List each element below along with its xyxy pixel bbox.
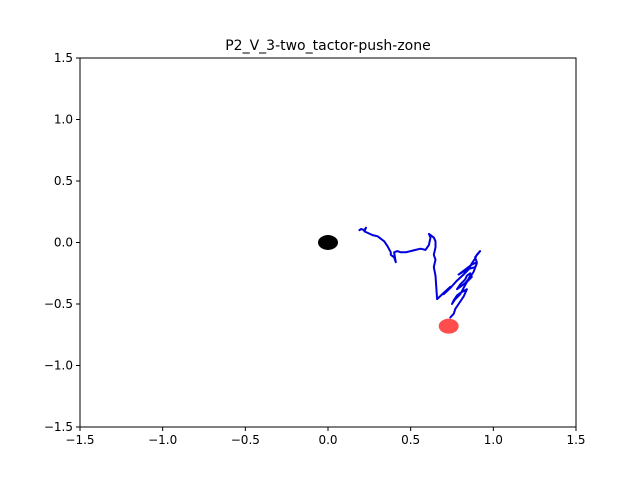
target-marker [438, 318, 459, 334]
y-tick-label: 0.5 [54, 174, 73, 188]
chart-title: P2_V_3-two_tactor-push-zone [225, 38, 431, 54]
x-tick-label: −1.5 [65, 433, 94, 447]
y-tick-label: −0.5 [44, 297, 73, 311]
y-tick-label: 1.5 [54, 51, 73, 65]
y-tick-label: 1.0 [54, 113, 73, 127]
x-tick-label: 1.0 [484, 433, 503, 447]
x-tick-label: −0.5 [231, 433, 260, 447]
series-layer [358, 226, 482, 319]
x-axis: −1.5 −1.0 −0.5 0.0 0.5 1.0 1.5 [65, 427, 586, 447]
y-axis: −1.5 −1.0 −0.5 0.0 0.5 1.0 1.5 [44, 51, 80, 434]
x-tick-label: 0.0 [318, 433, 337, 447]
y-tick-label: −1.0 [44, 359, 73, 373]
x-tick-label: 1.5 [566, 433, 585, 447]
x-tick-label: −1.0 [148, 433, 177, 447]
y-tick-label: 0.0 [54, 236, 73, 250]
y-tick-label: −1.5 [44, 420, 73, 434]
x-tick-label: 0.5 [401, 433, 420, 447]
trajectory-line [358, 226, 482, 319]
origin-marker [318, 235, 338, 250]
marker-layer [318, 235, 459, 334]
